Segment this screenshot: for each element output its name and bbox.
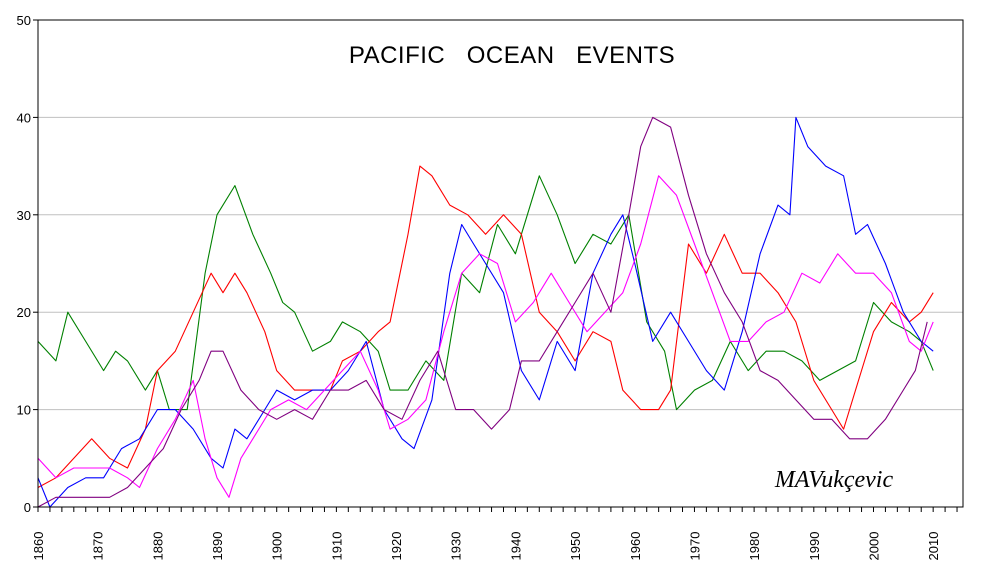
series-line-4 [37, 175, 934, 498]
y-tick-label-10: 10 [17, 403, 31, 418]
series-line-3 [37, 116, 934, 508]
axes [33, 19, 964, 512]
series-line-2 [37, 165, 934, 488]
y-tick-label-50: 50 [17, 13, 31, 28]
series-lines [37, 116, 934, 508]
x-tick-label-2010: 2010 [926, 532, 941, 561]
y-tick-labels: 0 10 20 30 40 50 [17, 13, 31, 515]
x-tick-label-1970: 1970 [687, 532, 702, 561]
gridlines [38, 19, 963, 411]
x-tick-label-1930: 1930 [449, 532, 464, 561]
x-tick-label-1980: 1980 [747, 532, 762, 561]
x-tick-labels: 1860 1870 1880 1890 1900 1910 1920 1930 1940 1950… [31, 532, 941, 561]
x-tick-label-1860: 1860 [31, 532, 46, 561]
y-tick-label-20: 20 [17, 305, 31, 320]
x-tick-label-1940: 1940 [508, 532, 523, 561]
y-tick-label-40: 40 [17, 110, 31, 125]
author-signature: MAVukçevic [774, 467, 894, 493]
x-tick-label-1990: 1990 [807, 532, 822, 561]
plot-frame [37, 19, 964, 508]
series-line-5 [37, 116, 928, 508]
x-tick-label-1900: 1900 [270, 532, 285, 561]
y-tick-label-30: 30 [17, 208, 31, 223]
x-tick-label-1880: 1880 [150, 532, 165, 561]
x-tick-label-1870: 1870 [91, 532, 106, 561]
x-tick-label-1890: 1890 [210, 532, 225, 561]
x-tick-label-1920: 1920 [389, 532, 404, 561]
x-tick-label-2000: 2000 [866, 532, 881, 561]
x-tick-label-1910: 1910 [329, 532, 344, 561]
y-tick-label-0: 0 [24, 500, 31, 515]
x-tick-label-1950: 1950 [568, 532, 583, 561]
chart-title: PACIFIC OCEAN EVENTS [349, 42, 675, 69]
x-tick-label-1960: 1960 [628, 532, 643, 561]
